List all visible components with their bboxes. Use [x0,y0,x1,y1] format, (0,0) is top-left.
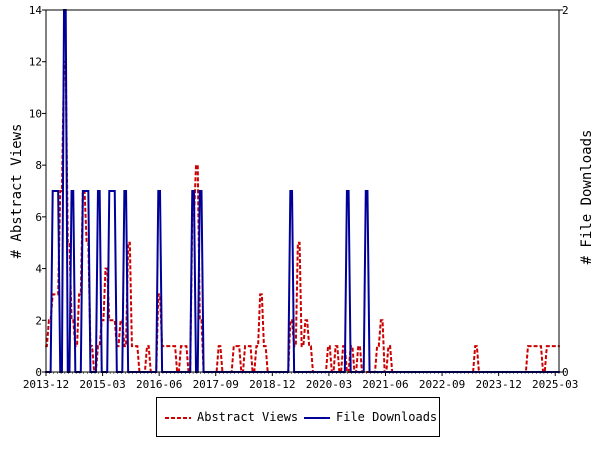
legend-item-file-downloads: File Downloads [304,410,437,424]
legend-item-abstract-views: Abstract Views [165,410,298,424]
y-left-axis-title: # Abstract Views [9,124,25,259]
x-tick-label: 2020-03 [306,378,352,391]
series-line-abstract-views [45,60,560,373]
y-right-tick-label: 2 [562,4,569,17]
x-tick-label: 2018-12 [249,378,295,391]
x-tick-label: 2017-09 [193,378,239,391]
y-left-tick-label: 2 [35,314,42,327]
y-left-tick-label: 0 [35,366,42,379]
y-left-tick-label: 10 [29,107,42,120]
y-left-tick-label: 4 [35,263,42,276]
x-tick-label: 2022-09 [419,378,465,391]
ticks-layer: 0 2 4 6 8 10 12 14 0 2 2013-12 2015-03 2016-06 2017-0… [23,4,579,391]
y-right-tick-label: 0 [562,366,569,379]
series-line-file-downloads [45,9,560,373]
x-tick-label: 2013-12 [23,378,69,391]
x-tick-label: 2025-03 [532,378,578,391]
legend-swatch-solid-blue [304,416,330,419]
y-left-tick-label: 6 [35,211,42,224]
x-tick-label: 2021-06 [362,378,408,391]
legend-label-file-downloads: File Downloads [336,410,438,424]
chart: 0 2 4 6 8 10 12 14 0 2 2013-12 2015-03 2016-06 2017-0… [9,4,595,391]
y-right-axis-title: # File Downloads [579,130,595,265]
x-tick-label: 2016-06 [136,378,182,391]
y-left-tick-label: 12 [29,56,42,69]
x-tick-label: 2023-12 [475,378,521,391]
legend-label-abstract-views: Abstract Views [197,410,299,424]
series-layer [45,9,560,373]
y-left-tick-label: 14 [29,4,43,17]
y-left-tick-label: 8 [35,159,42,172]
legend-swatch-dashed-red [165,416,191,419]
x-tick-label: 2015-03 [79,378,125,391]
legend: Abstract Views File Downloads [156,397,440,437]
